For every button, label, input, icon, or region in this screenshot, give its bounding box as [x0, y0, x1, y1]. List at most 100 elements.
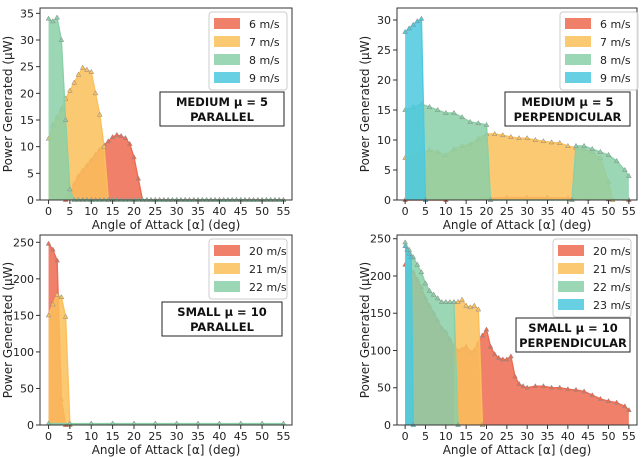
y-axis-label: Power Generated (μW) [358, 262, 372, 398]
legend: 6 m/s 7 m/s 8 m/s 9 m/s [559, 11, 639, 91]
y-tick-label: 25 [377, 44, 391, 57]
legend-entry-label: 7 m/s [600, 36, 631, 49]
data-point [442, 298, 449, 304]
data-point [58, 36, 65, 42]
data-point [131, 154, 137, 160]
data-point [487, 343, 494, 349]
series-area [405, 242, 459, 425]
x-tick-label: 35 [191, 205, 205, 218]
chart-panel-3: 0 5 10 15 20 25 30 35 40 45 50 55 0 50 100 150 200 250 Ang… [1, 234, 293, 457]
legend-entry-label: 22 m/s [593, 281, 631, 294]
data-point [114, 131, 120, 137]
data-point [475, 120, 482, 126]
y-tick-label: 100 [13, 346, 34, 359]
y-tick-label: 0 [27, 194, 34, 207]
data-point [406, 250, 413, 256]
legend-entry-label: 9 m/s [249, 72, 280, 85]
y-tick-label: 250 [370, 233, 391, 246]
legend-box [208, 11, 288, 91]
x-tick-label: 50 [602, 430, 616, 443]
data-point [67, 87, 73, 93]
x-tick-label: 5 [422, 205, 429, 218]
data-point [613, 157, 620, 163]
x-axis-label: Angle of Attack [α] (deg) [92, 443, 241, 457]
data-point [54, 257, 60, 263]
series-area [405, 104, 629, 200]
data-point [504, 356, 510, 362]
data-point [499, 356, 506, 362]
legend-entry-label: 7 m/s [249, 36, 280, 49]
y-tick-label: 35 [20, 7, 34, 20]
data-point [101, 143, 107, 149]
data-point [414, 18, 421, 24]
data-point [451, 298, 457, 304]
x-axis-label: Angle of Attack [α] (deg) [92, 218, 241, 232]
series-21-m-s [45, 291, 73, 427]
data-point [404, 246, 410, 252]
legend-swatch [214, 18, 240, 29]
data-point [540, 138, 547, 144]
legend-entry-label: 20 m/s [593, 245, 631, 258]
y-tick-label: 5 [384, 164, 391, 177]
x-tick-label: 35 [541, 430, 555, 443]
data-point [565, 142, 571, 148]
x-tick-label: 5 [66, 205, 73, 218]
data-point [540, 383, 547, 389]
data-point [410, 21, 417, 27]
legend-swatch [214, 54, 240, 65]
x-tick-label: 55 [276, 430, 290, 443]
data-point [491, 130, 498, 136]
x-tick-label: 45 [581, 430, 595, 443]
data-point [573, 142, 579, 148]
chart-panel-1: 0 5 10 15 20 25 30 35 40 45 50 5505101520253035Angl… [1, 7, 293, 232]
series-23-m-s [402, 243, 417, 427]
x-tick-label: 25 [148, 430, 162, 443]
data-point [54, 14, 60, 20]
y-tick-label: 200 [13, 273, 34, 286]
x-tick-label: 20 [127, 430, 141, 443]
series-area [65, 134, 284, 200]
data-point [67, 186, 73, 192]
data-point [447, 298, 453, 304]
data-point [426, 287, 433, 293]
plot-frame [39, 234, 293, 426]
data-point [455, 298, 461, 304]
legend-entry-label: 9 m/s [600, 72, 631, 85]
data-point [467, 118, 474, 124]
y-tick-label: 15 [377, 104, 391, 117]
legend-swatch [214, 263, 240, 274]
x-tick-label: 30 [170, 430, 184, 443]
x-tick-label: 25 [148, 205, 162, 218]
data-point [548, 139, 555, 145]
x-tick-label: 45 [234, 205, 248, 218]
data-point [556, 139, 563, 145]
annotation-line: PERPENDICULAR [519, 336, 627, 350]
legend-swatch [214, 72, 240, 83]
data-point [597, 148, 604, 154]
data-point [491, 351, 498, 357]
annotation-line: PARALLEL [190, 110, 255, 124]
y-tick-label: 10 [20, 141, 34, 154]
data-point [520, 383, 526, 389]
x-tick-label: 5 [422, 430, 429, 443]
data-point [573, 386, 579, 392]
annotation-line: MEDIUM μ = 5 [176, 95, 268, 109]
data-point [621, 403, 628, 409]
legend-entry-label: 8 m/s [600, 54, 631, 67]
data-point [58, 294, 65, 299]
data-point [459, 296, 465, 302]
data-point [597, 395, 604, 401]
legend-swatch [565, 54, 591, 65]
data-point [532, 383, 539, 389]
legend-swatch [558, 245, 584, 256]
data-point [418, 269, 425, 275]
legend-swatch [558, 281, 584, 292]
x-tick-label: 25 [500, 205, 514, 218]
x-tick-label: 15 [106, 205, 120, 218]
data-point [414, 261, 421, 267]
data-point [495, 354, 502, 360]
data-point [626, 406, 632, 412]
y-tick-label: 10 [377, 134, 391, 147]
annotation-line: PERPENDICULAR [514, 110, 622, 124]
